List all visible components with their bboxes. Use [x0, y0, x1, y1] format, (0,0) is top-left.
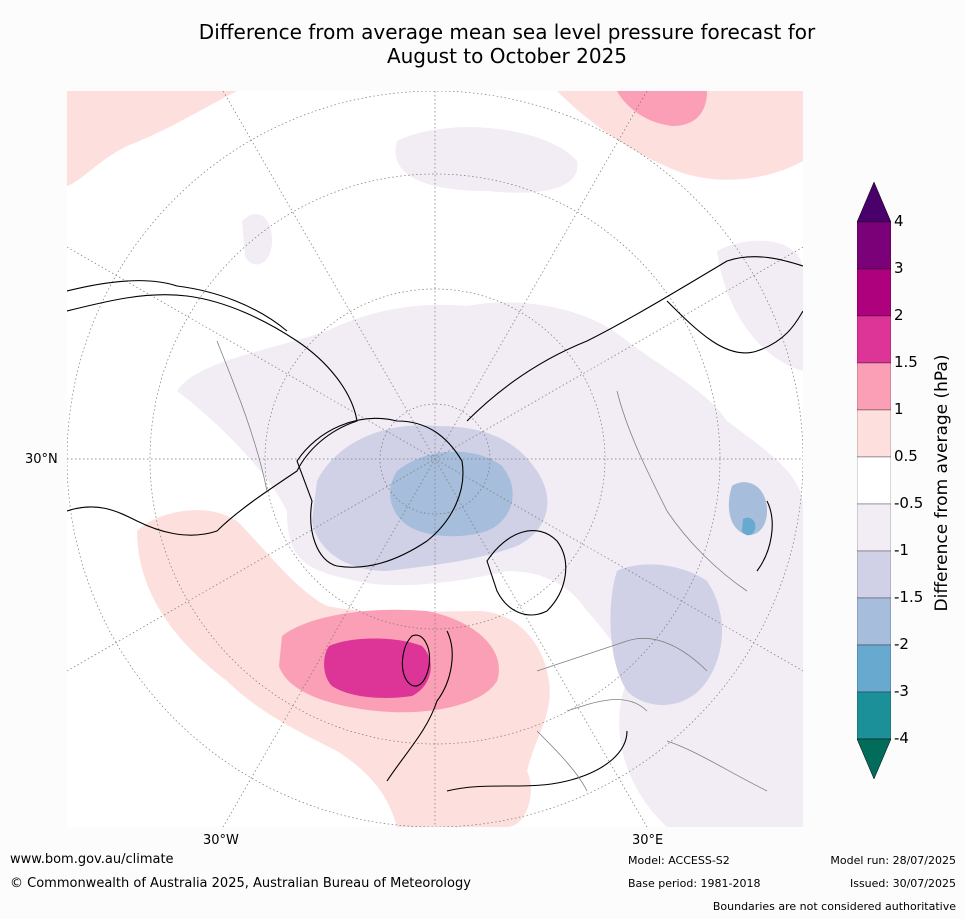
coast-north-america [67, 294, 358, 536]
colorbar-tick-label: -0.5 [894, 494, 924, 512]
lon-label-30w: 30°W [203, 833, 239, 848]
coast-russia-east [666, 300, 803, 354]
colorbar-box-4 [856, 409, 892, 458]
footer-boundaries: Boundaries are not considered authoritat… [712, 900, 956, 913]
country-borders [216, 340, 768, 792]
colorbar-tick-label: -1.5 [894, 588, 924, 606]
colorbar-tick-label: 3 [894, 259, 904, 277]
pos-anomaly-pacific-ne-core [617, 91, 707, 126]
lon-label-30e: 30°E [632, 833, 664, 848]
footer-model-run: Model run: 28/07/2025 [830, 854, 956, 867]
neg-anomaly-greenland-2 [390, 451, 513, 537]
pos-anomaly-atlantic-core [324, 638, 431, 698]
colorbar-box-8 [856, 597, 892, 646]
anomaly-fields [67, 91, 803, 827]
pos-anomaly-pacific-nw [67, 91, 237, 186]
polar-map [67, 91, 803, 827]
footer-model: Model: ACCESS-S2 [628, 854, 730, 867]
border-5 [666, 740, 768, 792]
map-title: Difference from average mean sea level p… [0, 20, 965, 68]
colorbar-tick-label: 2 [894, 306, 904, 324]
title-line-2: August to October 2025 [386, 44, 628, 68]
neg-anomaly-small-1 [242, 213, 272, 265]
colorbar-tick-label: 1.5 [894, 353, 918, 371]
colorbar-extend-min [856, 738, 892, 780]
colorbar-tick-label: 0.5 [894, 447, 918, 465]
colorbar-box-3 [856, 362, 892, 411]
footer-issued: Issued: 30/07/2025 [849, 877, 956, 890]
colorbar-tick-label: -2 [894, 635, 909, 653]
colorbar-tick-label: -1 [894, 541, 909, 559]
neg-anomaly-north-pacific [395, 127, 578, 193]
meridian-150 [222, 91, 648, 827]
coast-eurasia-north [466, 256, 803, 422]
colorbar [856, 181, 892, 782]
colorbar-svg [856, 181, 892, 780]
neg-anomaly-siberia [610, 564, 722, 705]
coastlines [67, 256, 803, 792]
colorbar-box-2 [856, 315, 892, 364]
colorbar-tick-label: 4 [894, 212, 904, 230]
coast-europe-west [386, 630, 453, 782]
neg-anomaly-siberia-3 [742, 517, 756, 536]
colorbar-tick-label: -4 [894, 729, 909, 747]
colorbar-box-1 [856, 268, 892, 317]
coast-scandinavia [486, 530, 567, 616]
coast-greenland [296, 417, 464, 568]
neg-anomaly-siberia-2 [728, 482, 767, 535]
colorbar-box-7 [856, 550, 892, 599]
graticule-lat-60 [264, 288, 606, 630]
graticule [67, 91, 803, 827]
colorbar-box-6 [856, 503, 892, 552]
border-4 [216, 340, 268, 492]
colorbar-title: Difference from average (hPa) [932, 354, 952, 612]
border-6 [536, 730, 588, 792]
coast-alaska [67, 280, 288, 332]
colorbar-tick-label: -3 [894, 682, 909, 700]
title-line-1: Difference from average mean sea level p… [198, 20, 816, 44]
colorbar-box-0 [856, 221, 892, 270]
footer-website[interactable]: www.bom.gov.au/climate [10, 852, 174, 867]
colorbar-tick-label: 1 [894, 400, 904, 418]
map-canvas [67, 91, 803, 827]
border-1 [536, 637, 708, 672]
footer-base-period: Base period: 1981-2018 [628, 877, 761, 890]
colorbar-box-9 [856, 644, 892, 693]
coast-british-isles [401, 634, 431, 687]
lat-label-30n: 30°N [25, 452, 58, 467]
footer-copyright: © Commonwealth of Australia 2025, Austra… [10, 876, 471, 891]
coast-mediterranean [446, 730, 628, 792]
pos-anomaly-pacific-ne [557, 91, 803, 180]
colorbar-extend-max [856, 181, 892, 223]
border-3 [616, 390, 748, 592]
colorbar-box-5 [856, 456, 892, 505]
coast-japan [756, 500, 773, 572]
colorbar-box-10 [856, 691, 892, 740]
border-2 [566, 699, 648, 712]
